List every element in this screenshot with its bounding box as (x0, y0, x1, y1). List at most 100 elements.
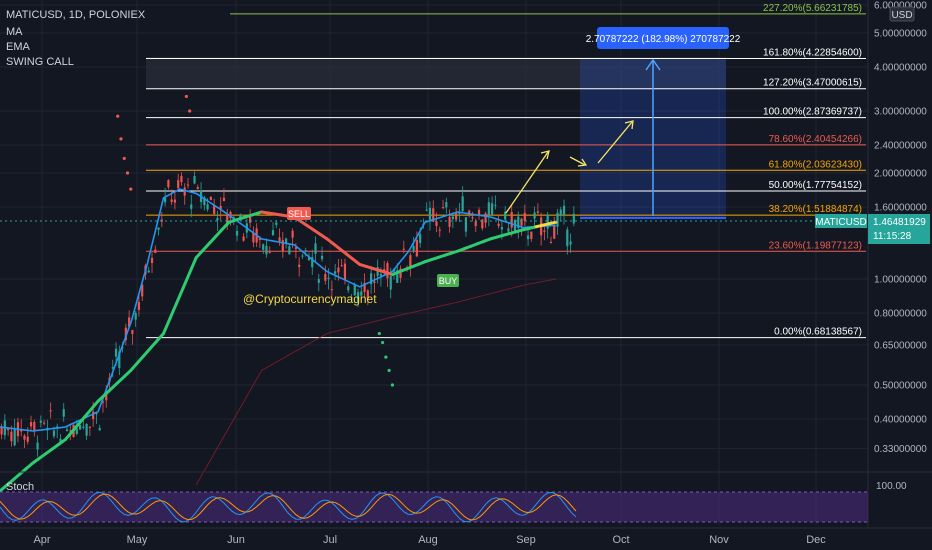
fib-label: 50.00%(1.77754152) (769, 180, 862, 191)
candle-body (549, 241, 553, 244)
candle-body (262, 244, 265, 250)
candle-body (386, 263, 389, 279)
fib-label: 161.80%(4.22854600) (763, 48, 862, 59)
candle-body (569, 241, 572, 245)
candle-body (229, 211, 232, 219)
candle-body (504, 211, 507, 220)
month-tick-label: Sep (516, 534, 536, 546)
stoch-panel[interactable]: Stoch 100.00 (0, 481, 907, 523)
swing-dot (390, 383, 394, 387)
arrow-up-1 (505, 151, 549, 214)
candle-body (10, 431, 13, 442)
candle-body (448, 216, 451, 227)
price-tick-label: 0.40000000 (874, 415, 927, 426)
candle-body (52, 430, 56, 437)
candle-body (157, 227, 160, 230)
candle-body (167, 180, 170, 188)
candle-body (183, 187, 186, 196)
candle-body (517, 216, 520, 229)
measure-tooltip: 2.70787222 (182.98%) 270787222 (586, 27, 741, 49)
candle-body (78, 425, 82, 430)
currency-text: USD (891, 10, 912, 21)
price-tick-label: 1.00000000 (874, 275, 927, 286)
candle-body (566, 229, 569, 247)
candle-body (546, 214, 549, 229)
currency-label[interactable]: USD (889, 6, 915, 22)
candle-body (455, 212, 458, 220)
candle-body (137, 301, 141, 310)
stoch-band (0, 492, 868, 522)
stoch-d-line (0, 493, 577, 521)
ema-segment (162, 316, 172, 336)
chart-legend: MATICUSD, 1D, POLONIEX MA EMA SWING CALL (6, 9, 146, 68)
price-tick-label: 4.00000000 (874, 63, 927, 74)
ema-segment (83, 407, 94, 418)
candle-body (324, 273, 327, 281)
candle-body (412, 246, 415, 251)
candle-body (298, 264, 301, 268)
projection-arrows (505, 120, 634, 214)
candle-body (491, 203, 494, 215)
candle-body (252, 232, 255, 243)
swing-dot (129, 187, 133, 191)
candle-body (340, 265, 343, 267)
ema-segment (63, 430, 74, 442)
ema-segment (148, 339, 159, 350)
candle-body (150, 257, 154, 264)
candle-body (510, 212, 513, 228)
fib-label: 127.20%(3.47000615) (763, 78, 862, 89)
month-tick-label: Oct (612, 534, 629, 546)
month-tick-label: Dec (806, 534, 826, 546)
candle-body (458, 212, 461, 214)
swing-dot (377, 331, 381, 336)
candle-body (235, 231, 239, 236)
candle-body (147, 270, 150, 273)
price-tick-label: 0.80000000 (874, 309, 927, 320)
candle-body (311, 257, 314, 268)
swing-dot (380, 340, 385, 345)
price-tick-label: 2.00000000 (874, 169, 927, 180)
candle-body (203, 197, 206, 206)
candle-body (62, 409, 65, 417)
candle-body (271, 230, 275, 236)
month-tick-label: Aug (418, 534, 438, 546)
candle-body (92, 411, 95, 419)
candle-body (481, 219, 484, 229)
candle-body (275, 222, 278, 225)
candle-body (425, 209, 428, 211)
price-tick-label: 6.00000000 (874, 0, 927, 11)
candle-body (219, 205, 222, 210)
watermark-text: @Cryptocurrencymagnet (243, 292, 377, 306)
candle-body (101, 401, 105, 403)
candle-body (170, 199, 173, 202)
candle-body (105, 394, 108, 401)
candle-body (239, 214, 242, 220)
candle-body (526, 235, 530, 240)
candle-body (471, 217, 474, 219)
swing-call-dots (116, 94, 394, 387)
price-tick-label: 5.00000000 (874, 28, 927, 39)
ema-segment (181, 271, 192, 290)
ema-segment (142, 346, 152, 358)
candle-body (121, 347, 124, 349)
ema-segment (194, 249, 205, 260)
candle-body (216, 218, 219, 221)
ema-segment (207, 234, 218, 245)
candle-body (553, 225, 556, 239)
candle-body (415, 240, 418, 257)
ema-segment (168, 301, 179, 320)
swing-dot (184, 94, 188, 99)
candle-body (399, 268, 402, 278)
candle-body (213, 205, 216, 214)
candle-body (29, 422, 33, 427)
candle-body (337, 267, 340, 273)
stoch-k-line (0, 491, 577, 523)
candle-body (334, 271, 337, 274)
arrow-side (569, 156, 586, 166)
candle-body (474, 221, 477, 227)
candle-body (69, 430, 72, 432)
candle-body (304, 250, 307, 252)
fib-label: 227.20%(5.66231785) (763, 3, 862, 14)
month-tick-label: May (127, 534, 148, 546)
